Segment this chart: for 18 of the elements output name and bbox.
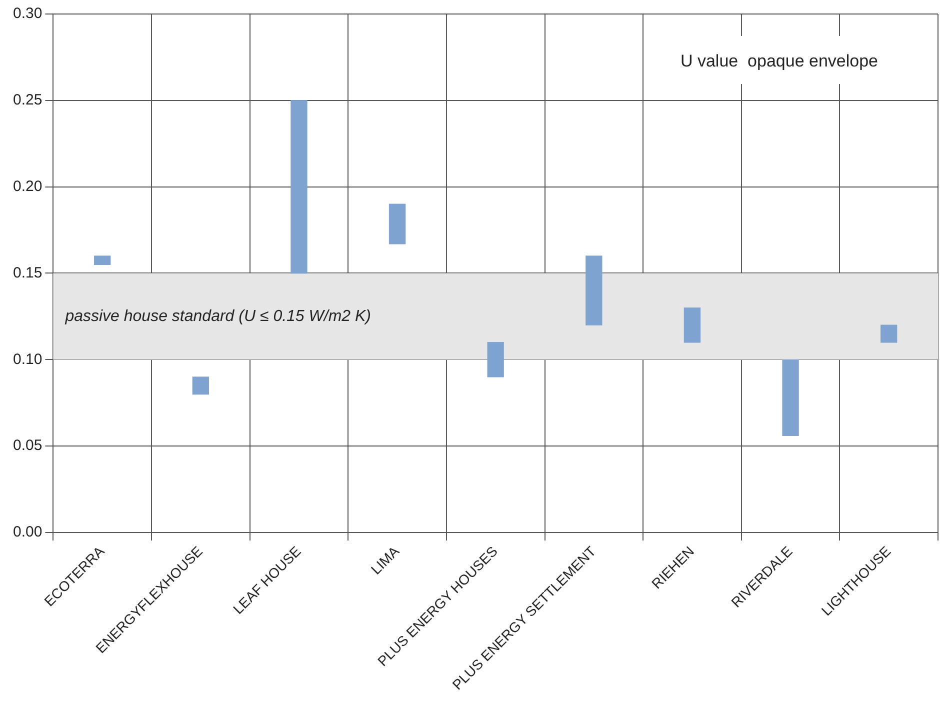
y-tick-label: 0.20 [12, 178, 42, 195]
y-tick-label: 0.05 [12, 437, 42, 454]
bar [684, 307, 701, 343]
bar [586, 256, 602, 326]
y-tick-label: 0.30 [12, 5, 42, 22]
bar [290, 100, 308, 274]
y-tick-label: 0.15 [12, 264, 42, 282]
y-tick-label: 0.10 [12, 350, 42, 368]
bar [94, 256, 111, 265]
band-label: passive house standard (U ≤ 0.15 W/m2 K) [64, 308, 372, 325]
bar [782, 359, 799, 436]
y-tick-label: 0.25 [12, 92, 42, 109]
bar [388, 204, 406, 244]
y-tick-label: 0.00 [12, 524, 42, 541]
text: U value opaque envelope [680, 52, 878, 71]
bar [192, 376, 209, 395]
bar [880, 324, 898, 343]
bar [487, 342, 504, 378]
